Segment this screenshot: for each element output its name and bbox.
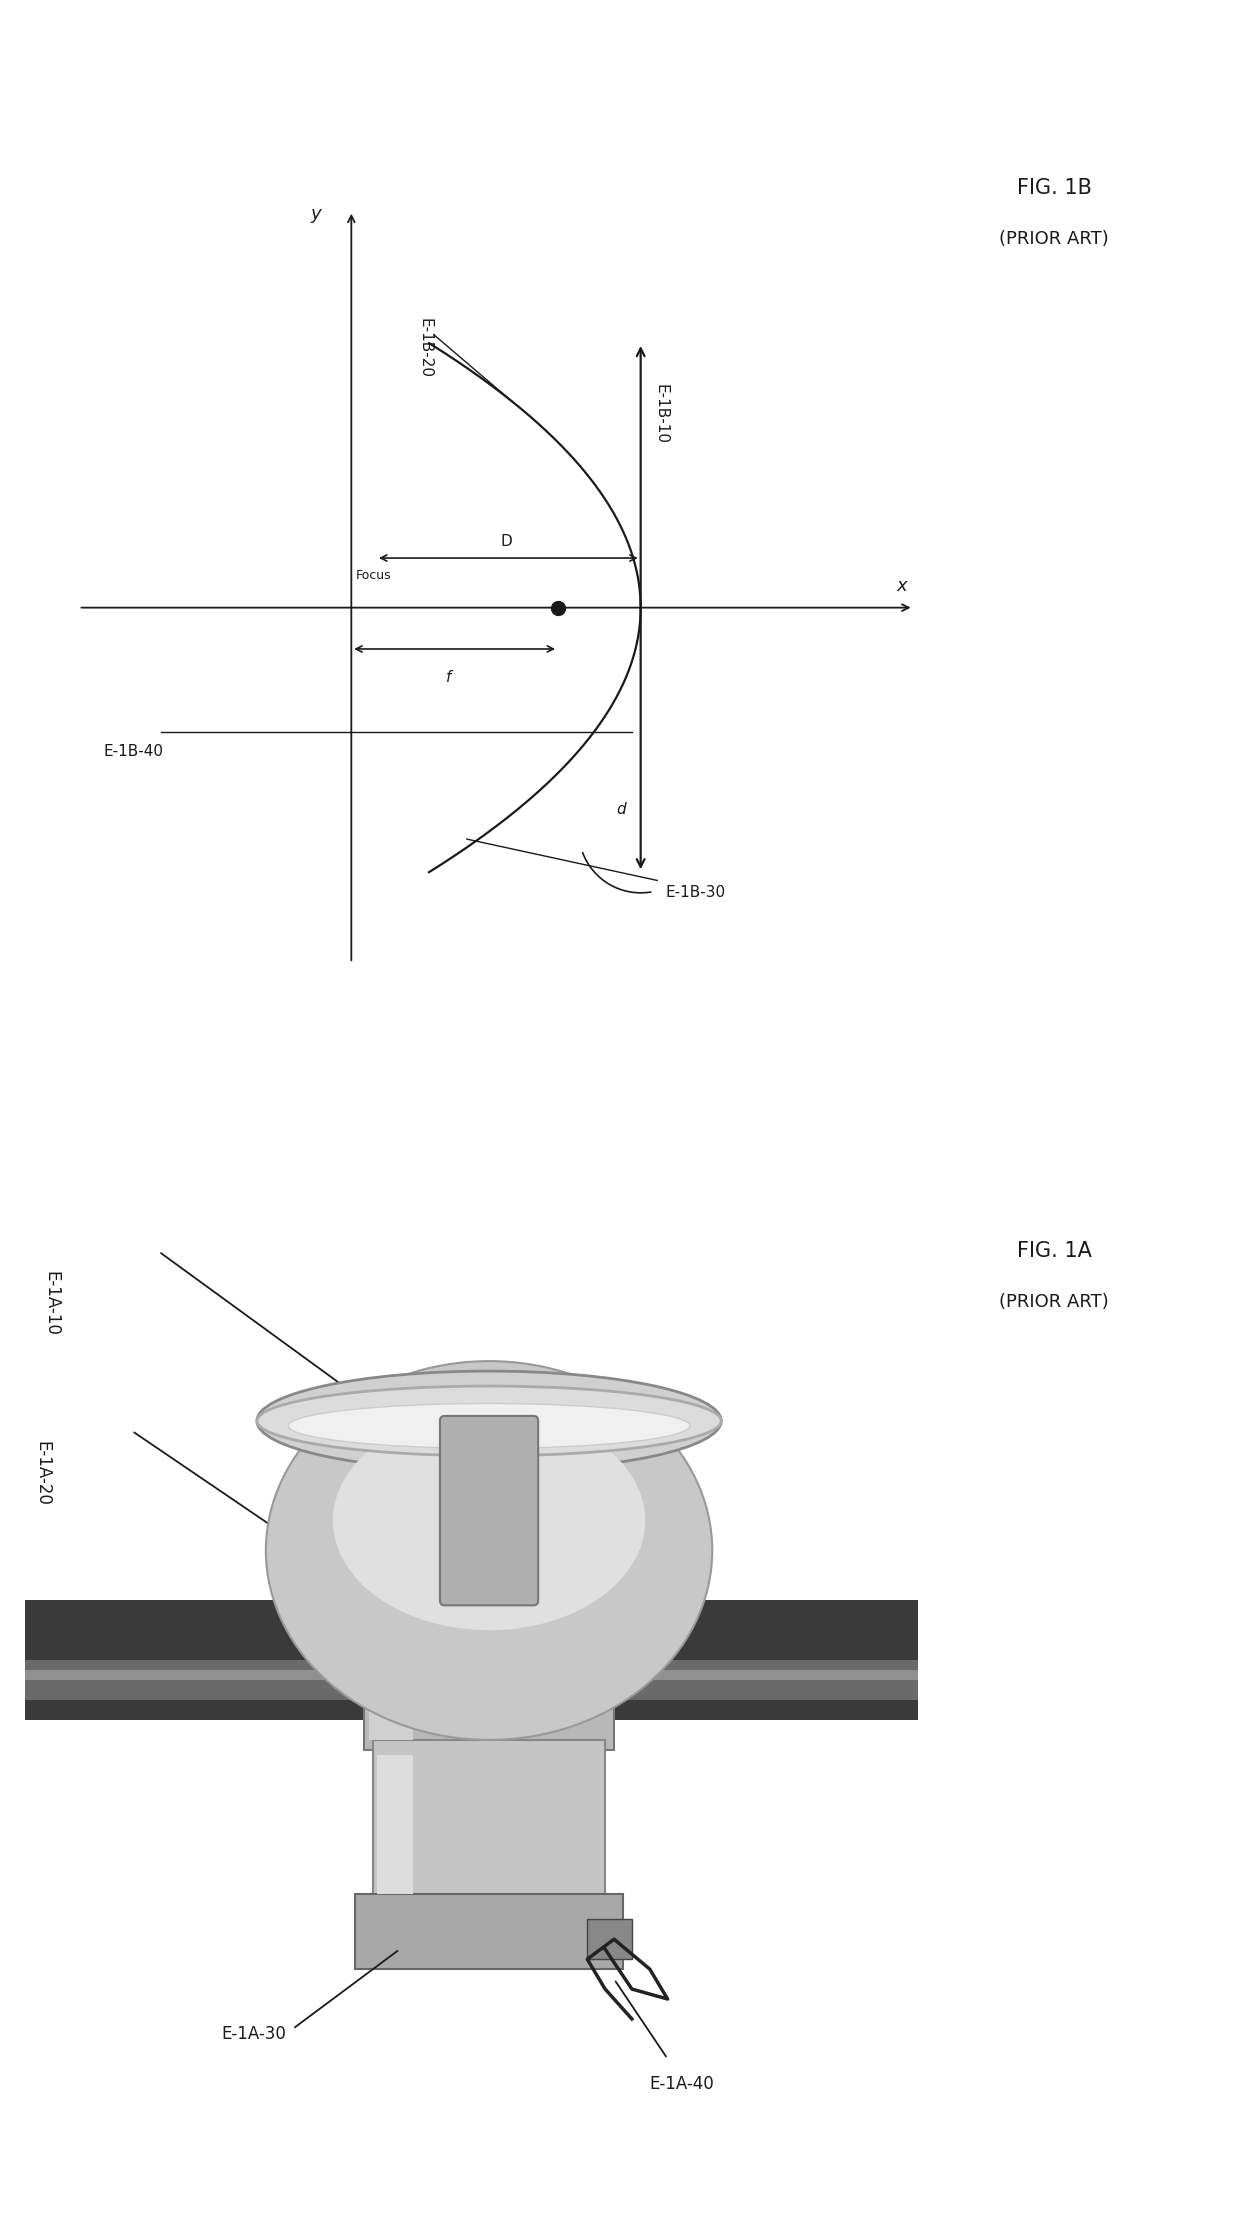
Ellipse shape <box>288 1404 689 1449</box>
Bar <box>25 1599 918 1719</box>
Text: E-1A-20: E-1A-20 <box>33 1442 52 1506</box>
Bar <box>373 1741 605 1898</box>
Text: E-1A-40: E-1A-40 <box>650 2075 714 2093</box>
Ellipse shape <box>265 1360 712 1741</box>
Text: (PRIOR ART): (PRIOR ART) <box>999 230 1109 248</box>
Bar <box>25 1670 918 1679</box>
Ellipse shape <box>332 1411 645 1630</box>
Bar <box>355 1894 622 1969</box>
Bar <box>25 1661 918 1701</box>
Text: FIG. 1B: FIG. 1B <box>1017 177 1091 199</box>
Bar <box>365 1502 614 1750</box>
Text: d: d <box>616 802 625 817</box>
Text: E-1A-30: E-1A-30 <box>221 2025 286 2042</box>
Text: E-1B-20: E-1B-20 <box>418 319 433 379</box>
Text: FIG. 1A: FIG. 1A <box>1017 1240 1091 1263</box>
Text: Focus: Focus <box>356 569 391 583</box>
Text: E-1B-40: E-1B-40 <box>103 744 164 760</box>
FancyBboxPatch shape <box>440 1415 538 1606</box>
Bar <box>588 1918 632 1958</box>
Bar <box>377 1754 413 1894</box>
Ellipse shape <box>257 1371 722 1471</box>
Text: D: D <box>500 534 512 549</box>
Ellipse shape <box>257 1387 722 1455</box>
Text: E-1B-10: E-1B-10 <box>653 385 668 445</box>
Bar <box>368 1519 413 1741</box>
Text: E-1B-30: E-1B-30 <box>666 886 725 899</box>
Text: f: f <box>446 671 451 684</box>
Text: (PRIOR ART): (PRIOR ART) <box>999 1294 1109 1311</box>
Text: x: x <box>897 578 908 596</box>
Text: y: y <box>310 206 321 224</box>
Text: E-1A-10: E-1A-10 <box>42 1271 61 1336</box>
